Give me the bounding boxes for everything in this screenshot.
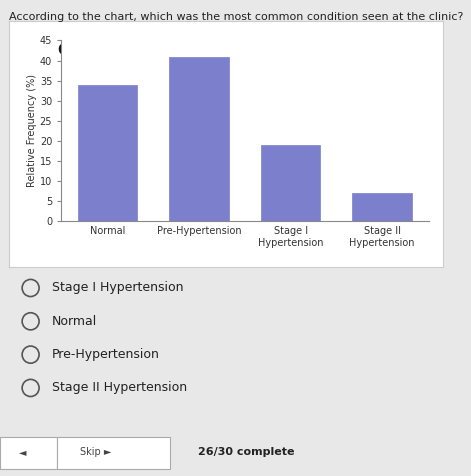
Text: Stage II Hypertension: Stage II Hypertension [52,381,187,395]
FancyBboxPatch shape [57,437,170,469]
FancyBboxPatch shape [0,437,57,469]
Bar [261,145,320,221]
Text: 26/30 complete: 26/30 complete [198,447,294,457]
Text: According to the chart, which was the most common condition seen at the clinic?: According to the chart, which was the mo… [9,12,464,22]
Text: Condition of Patients Seen in the Clinic: Condition of Patients Seen in the Clinic [58,43,394,59]
Text: Skip ►: Skip ► [80,447,112,457]
Text: Stage I Hypertension: Stage I Hypertension [52,281,183,295]
Text: ◄: ◄ [19,447,26,457]
Text: Normal: Normal [52,315,97,328]
Bar [352,193,412,221]
Bar [78,85,138,221]
Y-axis label: Relative Frequency (%): Relative Frequency (%) [27,74,37,188]
Bar [170,57,229,221]
Text: Pre-Hypertension: Pre-Hypertension [52,348,160,361]
